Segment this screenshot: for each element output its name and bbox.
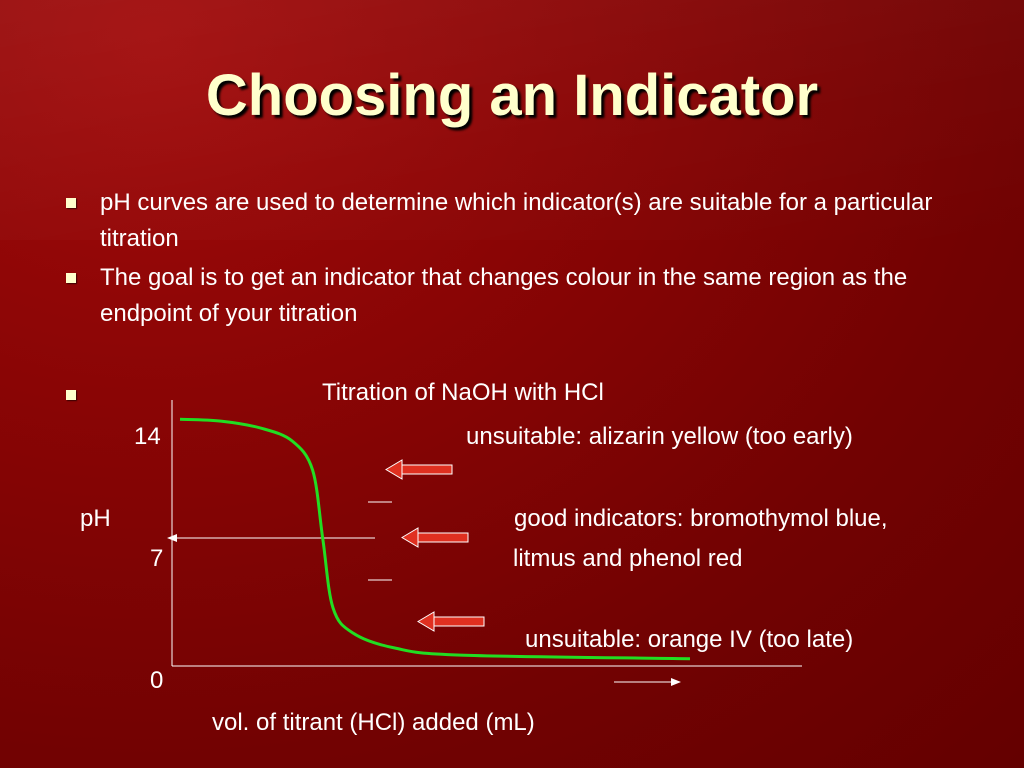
y-tick-7: 7 bbox=[150, 545, 164, 572]
y-axis-label: pH bbox=[80, 505, 111, 532]
bullet-marker bbox=[66, 198, 76, 208]
arrow-alizarin-yellow bbox=[385, 459, 453, 480]
arrow-orange-iv bbox=[417, 611, 485, 632]
x-axis-label: vol. of titrant (HCl) added (mL) bbox=[212, 709, 535, 736]
annotation-good-indicators-cont: litmus and phenol red bbox=[513, 545, 743, 572]
bullet-marker bbox=[66, 273, 76, 283]
y-tick-14: 14 bbox=[134, 423, 161, 450]
bullet-marker bbox=[66, 390, 76, 400]
annotation-alizarin-yellow: unsuitable: alizarin yellow (too early) bbox=[466, 423, 853, 450]
ph-curve bbox=[179, 417, 691, 661]
arrow-bromothymol-blue bbox=[401, 527, 469, 548]
y-tick-0: 0 bbox=[150, 667, 164, 694]
bullet-text-1: pH curves are used to determine which in… bbox=[100, 189, 933, 252]
slide-title: Choosing an Indicator bbox=[205, 63, 819, 128]
annotation-orange-iv: unsuitable: orange IV (too late) bbox=[525, 626, 854, 653]
annotation-good-indicators: good indicators: bromothymol blue, bbox=[514, 505, 888, 532]
chart-title: Titration of NaOH with HCl bbox=[322, 379, 604, 406]
bullet-text-2: The goal is to get an indicator that cha… bbox=[100, 264, 908, 327]
